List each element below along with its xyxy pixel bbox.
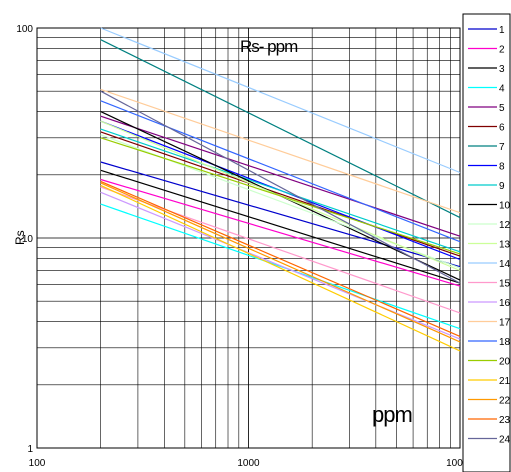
series-line-7 — [100, 39, 461, 219]
series-line-23 — [100, 180, 461, 337]
series-line-20 — [100, 137, 461, 255]
x-tick-label: 100 — [29, 458, 46, 469]
plot-area-border — [36, 27, 461, 449]
x-axis-label: ppm — [372, 402, 412, 427]
x-tick-label: 1000 — [237, 458, 260, 469]
series-line-3 — [100, 169, 461, 284]
series-line-18 — [100, 100, 461, 243]
legend-label-5: 5 — [499, 103, 505, 114]
series-line-14 — [100, 27, 461, 174]
legend-label-3: 3 — [499, 64, 505, 75]
legend-label-13: 13 — [499, 240, 511, 251]
legend-label-15: 15 — [499, 279, 511, 290]
legend-label-21: 21 — [499, 376, 511, 387]
series-layer — [100, 27, 461, 352]
legend-label-22: 22 — [499, 396, 511, 407]
tick-labels: 100 1000 10000 1 10 100 — [16, 24, 474, 469]
series-line-1 — [100, 161, 461, 268]
legend-label-18: 18 — [499, 337, 511, 348]
series-line-17 — [100, 88, 461, 214]
series-line-15 — [100, 186, 461, 314]
legend-label-20: 20 — [499, 357, 511, 368]
legend-label-17: 17 — [499, 318, 511, 329]
legend-label-16: 16 — [499, 298, 511, 309]
legend-label-1: 1 — [499, 25, 505, 36]
legend-label-2: 2 — [499, 45, 505, 56]
legend-label-8: 8 — [499, 162, 505, 173]
chart-title: Rs- ppm — [240, 37, 298, 56]
x-tick-label: 10000 — [446, 458, 474, 469]
legend-label-7: 7 — [499, 142, 505, 153]
y-tick-label: 100 — [16, 24, 33, 35]
legend-label-12: 12 — [499, 220, 511, 231]
series-line-4 — [100, 203, 461, 330]
legend-label-6: 6 — [499, 123, 505, 134]
legend-label-14: 14 — [499, 259, 511, 270]
y-tick-label: 1 — [27, 444, 33, 455]
series-line-22 — [100, 182, 461, 343]
legend-label-24: 24 — [499, 435, 511, 446]
grid — [36, 27, 461, 449]
y-tick-label: 10 — [22, 234, 34, 245]
legend-label-4: 4 — [499, 84, 505, 95]
series-line-21 — [100, 184, 461, 352]
y-axis-label: Rs — [13, 230, 27, 245]
legend-label-9: 9 — [499, 181, 505, 192]
series-line-16 — [100, 191, 461, 340]
legend-label-23: 23 — [499, 415, 511, 426]
series-line-6 — [100, 131, 461, 257]
series-line-5 — [100, 115, 461, 237]
series-line-24 — [100, 90, 461, 284]
series-line-9 — [100, 128, 461, 253]
legend-label-10: 10 — [499, 201, 511, 212]
series-line-2 — [100, 178, 461, 287]
